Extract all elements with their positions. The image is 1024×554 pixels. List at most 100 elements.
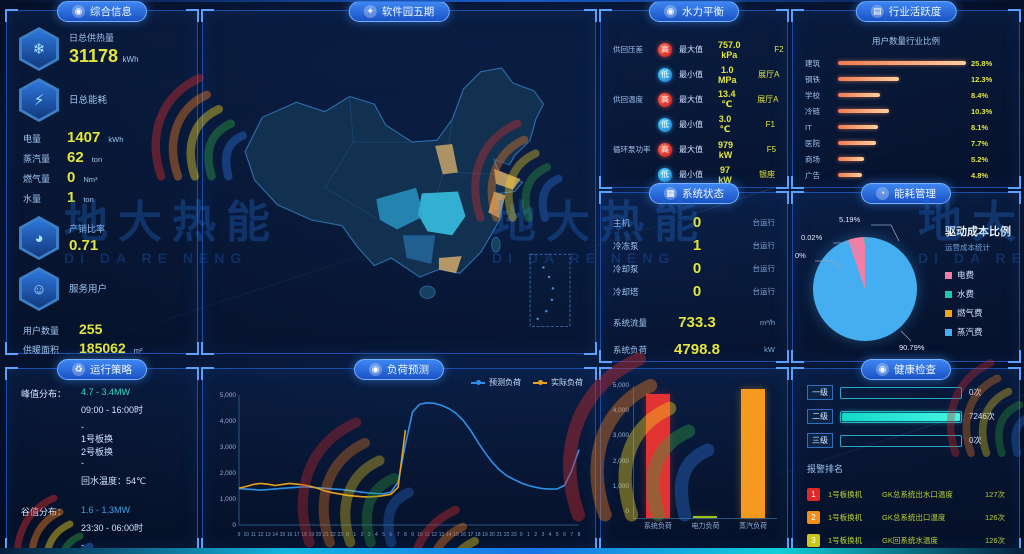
industry-bar-row: 广告 4.8% xyxy=(805,167,1007,183)
industry-bar-value: 8.4% xyxy=(971,90,989,100)
overview-row: 电量 1407 kWh xyxy=(23,129,185,146)
province-highlight-tan[interactable] xyxy=(494,168,521,190)
industry-panel-header[interactable]: ▤ 行业活跃度 xyxy=(855,1,957,22)
industry-bar-value: 25.8% xyxy=(971,58,993,68)
cost-panel-header[interactable]: ◔ 能耗管理 xyxy=(861,183,951,204)
alarm-row: 1 1号板换机 GK总系统出水口温度 127次 xyxy=(807,483,1005,506)
svg-text:5: 5 xyxy=(556,532,559,538)
svg-text:9: 9 xyxy=(238,532,241,538)
china-map[interactable] xyxy=(209,23,589,341)
svg-text:14: 14 xyxy=(446,532,452,538)
hydraulic-group-label: 供回温度 xyxy=(613,95,643,104)
bar-蒸汽负荷[interactable] xyxy=(741,389,766,518)
health-level-label: 三级 xyxy=(807,433,833,448)
province-highlight-tan[interactable] xyxy=(438,256,462,274)
overview-row: 蒸汽量 62 ton xyxy=(23,149,185,166)
health-level-count: 7246次 xyxy=(969,412,995,421)
health-level-count: 0次 xyxy=(969,388,982,397)
metric-label: 系统流量 xyxy=(613,317,648,328)
industry-bar-value: 5.2% xyxy=(971,154,989,164)
panel-title: 能耗管理 xyxy=(894,188,936,200)
cost-legend-item: 水费 xyxy=(945,288,1015,300)
forecast-panel-header[interactable]: ◉ 负荷预测 xyxy=(354,359,444,380)
panel-title: 系统状态 xyxy=(682,188,724,200)
svg-text:0: 0 xyxy=(232,522,236,529)
overview-panel-header[interactable]: ◉ 综合信息 xyxy=(57,1,147,22)
device-status-row: 主机 0 台运行 xyxy=(613,211,775,234)
svg-text:21: 21 xyxy=(497,532,503,538)
svg-text:15: 15 xyxy=(453,532,459,538)
bar-y-tick-label: 0 xyxy=(625,507,629,515)
bar-系统负荷[interactable] xyxy=(645,393,670,518)
device-count: 0 xyxy=(692,214,702,231)
legend-line-icon xyxy=(471,380,485,385)
svg-text:7: 7 xyxy=(570,532,573,538)
province-highlight-tan[interactable] xyxy=(488,191,506,219)
province-highlight-blue[interactable] xyxy=(402,235,436,264)
industry-bar-row: 建筑 25.8% xyxy=(805,55,1007,71)
province-highlight-cyan[interactable] xyxy=(418,191,466,236)
svg-text:19: 19 xyxy=(309,532,315,538)
service-users-stat: ☺ 服务用户 xyxy=(19,267,185,311)
hydraulic-row-tag: F2 xyxy=(774,45,784,54)
bar-电力负荷[interactable] xyxy=(693,516,718,518)
device-status-row: 冷却泵 0 台运行 xyxy=(613,257,775,280)
corner-decoration xyxy=(584,9,597,22)
svg-text:20: 20 xyxy=(316,532,322,538)
bolt-hex-icon: ⚡ xyxy=(19,78,59,122)
industry-bar xyxy=(838,141,877,145)
cost-panel-icon: ◔ xyxy=(876,187,889,200)
series-line-预测负荷 xyxy=(238,402,580,495)
sea-islands-dots xyxy=(536,266,555,321)
industry-bar-chart: 建筑 25.8% 钢铁 12.3% 学校 8.4% 冷链 10.3% IT 8.1% 医院 7.7% 商… xyxy=(805,55,1007,183)
strategy-panel-header[interactable]: ♻ 运行策略 xyxy=(57,359,147,380)
strategy-line: 1号板换 xyxy=(81,434,114,444)
forecast-line-chart: 0 1,000 2,000 3,000 4,000 5,000 9 10 11 12 13 14 15 1… xyxy=(209,385,587,546)
hainan-island xyxy=(419,285,436,299)
strategy-line: 2号板换 xyxy=(81,447,114,457)
legend-dot-icon xyxy=(538,380,543,385)
svg-text:4,000: 4,000 xyxy=(220,418,237,425)
device-label: 冷却泵 xyxy=(613,263,639,274)
hydraulic-row-tag: F1 xyxy=(765,120,775,129)
status-panel-icon: ▦ xyxy=(664,187,677,200)
province-highlight-tan[interactable] xyxy=(435,144,458,175)
pie-legend: 电费 水费 燃气费 蒸汽费 xyxy=(945,269,1015,338)
industry-category-label: 商场 xyxy=(805,154,820,164)
heating-area-row: 供暖面积 185062 m² xyxy=(23,340,185,356)
overview-row-unit: Nm³ xyxy=(83,175,98,184)
hydraulic-row: 低最小值 1.0 MPa 展厅A xyxy=(613,62,780,87)
industry-bar-row: IT 8.1% xyxy=(805,119,1007,135)
map-panel-header[interactable]: ✦ 软件园五期 xyxy=(348,1,450,22)
health-level-row: 二级 7246次 xyxy=(807,409,1005,424)
province-highlight-cyan[interactable] xyxy=(376,187,424,230)
industry-bar xyxy=(838,93,880,97)
hydraulic-panel-header[interactable]: ◉ 水力平衡 xyxy=(649,1,739,22)
device-count: 1 xyxy=(692,237,702,254)
valley-time: 23:30 - 06:00时 xyxy=(81,523,144,533)
svg-text:17: 17 xyxy=(468,532,474,538)
hydraulic-max-icon: 高 xyxy=(658,142,672,157)
device-unit: 台运行 xyxy=(752,264,776,273)
hydraulic-max-icon: 高 xyxy=(658,42,672,57)
alarm-count: 126次 xyxy=(984,536,1005,545)
corner-decoration xyxy=(776,367,789,380)
status-panel-header[interactable]: ▦ 系统状态 xyxy=(649,183,739,204)
hydraulic-row-label: 最大值 xyxy=(679,45,703,54)
system-status-panel: ▦ 系统状态 主机 0 台运行 冷冻泵 1 台运行 冷却泵 0 台运行 冷却塔 0 台运行 系统流量 7… xyxy=(599,183,789,363)
overview-row-value: 0 xyxy=(67,169,76,186)
industry-bar xyxy=(838,61,966,65)
legend-swatch xyxy=(945,290,952,298)
industry-bar-row: 商场 5.2% xyxy=(805,151,1007,167)
strategy-line: - xyxy=(81,422,84,432)
device-unit: 台运行 xyxy=(752,241,776,250)
industry-bar xyxy=(838,109,890,113)
bar-chart-y-axis: 5,000 4,000 3,000 2,000 1,000 0 xyxy=(605,382,629,515)
legend-label: 水费 xyxy=(957,289,975,299)
industry-bar-row: 冷链 10.3% xyxy=(805,103,1007,119)
pie-graphic[interactable] xyxy=(813,237,917,341)
svg-text:4: 4 xyxy=(549,532,552,538)
hydraulic-row-tag: 展厅A xyxy=(757,95,779,104)
svg-text:13: 13 xyxy=(265,532,271,538)
health-panel-header[interactable]: ◉ 健康检查 xyxy=(861,359,951,380)
